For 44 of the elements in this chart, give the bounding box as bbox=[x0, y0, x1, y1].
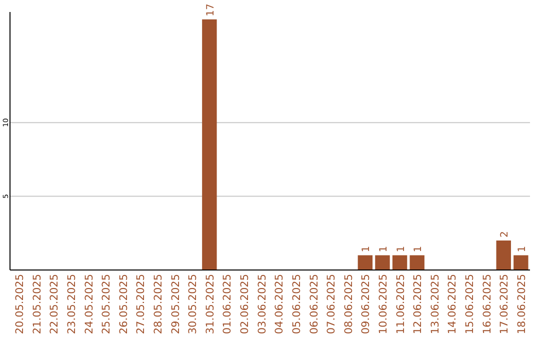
x-tick-label: 11.06.2025 bbox=[394, 274, 407, 334]
x-tick-label: 16.06.2025 bbox=[481, 274, 494, 334]
data-label: 1 bbox=[396, 246, 407, 252]
bar bbox=[514, 255, 528, 270]
x-tick-label: 25.05.2025 bbox=[100, 274, 113, 334]
x-tick-label: 17.06.2025 bbox=[498, 274, 511, 334]
x-tick-label: 18.06.2025 bbox=[516, 274, 528, 334]
x-tick-label: 29.05.2025 bbox=[170, 274, 182, 334]
x-tick-label: 09.06.2025 bbox=[360, 274, 372, 334]
x-tick-label: 13.06.2025 bbox=[429, 274, 442, 334]
x-tick-label: 22.05.2025 bbox=[48, 274, 61, 334]
x-tick-label: 04.06.2025 bbox=[274, 274, 286, 334]
data-label: 2 bbox=[500, 231, 511, 238]
bar bbox=[496, 240, 511, 270]
bar bbox=[410, 255, 424, 270]
x-tick-label: 05.06.2025 bbox=[290, 274, 303, 334]
x-tick-label: 24.05.2025 bbox=[83, 274, 96, 334]
x-tick-label: 01.06.2025 bbox=[222, 274, 234, 334]
x-tick-label: 08.06.2025 bbox=[342, 274, 355, 334]
x-tick-label: 30.05.2025 bbox=[187, 274, 200, 334]
data-label: 1 bbox=[516, 246, 528, 252]
bar bbox=[392, 255, 408, 270]
x-tick-label: 07.06.2025 bbox=[326, 274, 338, 334]
x-tick-label: 06.06.2025 bbox=[308, 274, 320, 334]
x-tick-label: 20.05.2025 bbox=[14, 274, 26, 334]
x-tick-label: 02.06.2025 bbox=[239, 274, 252, 334]
x-tick-label: 03.06.2025 bbox=[256, 274, 268, 334]
x-tick-label: 26.05.2025 bbox=[118, 274, 130, 334]
bar bbox=[375, 255, 390, 270]
data-label: 1 bbox=[361, 246, 372, 252]
data-label: 1 bbox=[413, 246, 424, 252]
x-tick-label: 15.06.2025 bbox=[464, 274, 476, 334]
x-tick-label: 28.05.2025 bbox=[152, 274, 165, 334]
x-tick-label: 12.06.2025 bbox=[412, 274, 424, 334]
data-label: 17 bbox=[205, 4, 216, 16]
bar bbox=[202, 19, 217, 270]
x-tick-label: 21.05.2025 bbox=[31, 274, 44, 334]
x-tick-label: 23.05.2025 bbox=[66, 274, 78, 334]
x-tick-label: 14.06.2025 bbox=[446, 274, 459, 334]
x-tick-label: 10.06.2025 bbox=[377, 274, 390, 334]
data-label: 1 bbox=[378, 246, 390, 252]
x-tick-label: 31.05.2025 bbox=[204, 274, 216, 334]
x-tick-label: 27.05.2025 bbox=[135, 274, 148, 334]
bar bbox=[358, 255, 373, 270]
